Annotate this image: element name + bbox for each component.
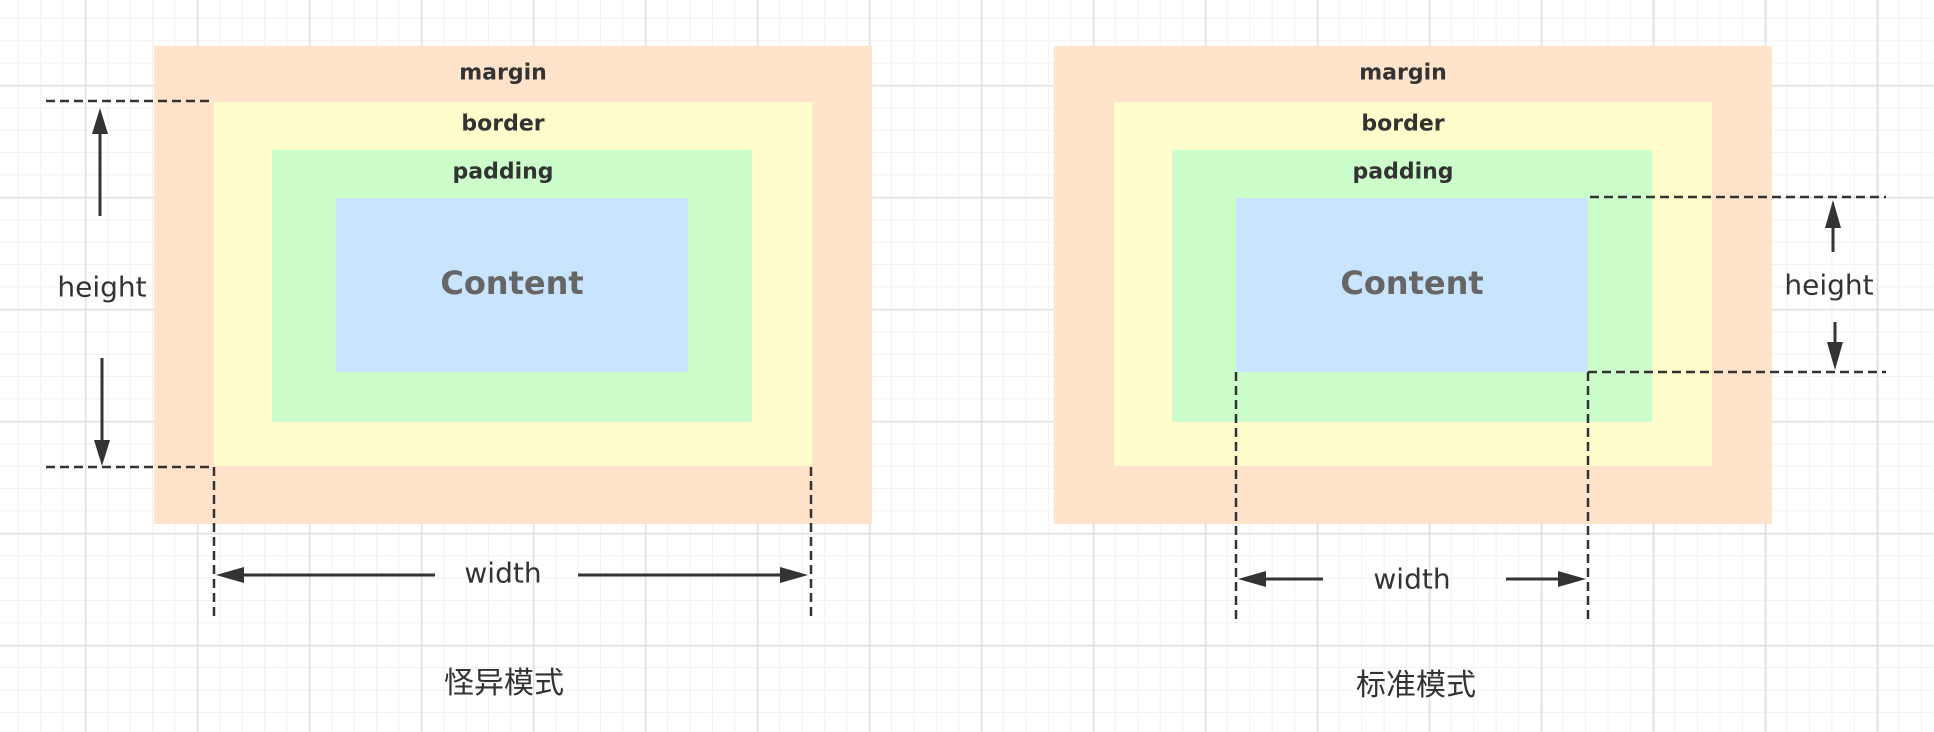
quirks-content-box bbox=[336, 198, 688, 372]
standard-margin-label: margin bbox=[1359, 60, 1447, 86]
quirks-width-arrow-right-head bbox=[780, 567, 808, 583]
quirks-width-arrow-left-head bbox=[216, 567, 244, 583]
standard-height-arrow-down-head bbox=[1827, 342, 1843, 370]
standard-width-arrow-left-head bbox=[1238, 571, 1266, 587]
quirks-border-label: border bbox=[461, 111, 545, 137]
standard-mode-caption: 标准模式 bbox=[1356, 668, 1476, 703]
standard-width-label: width bbox=[1373, 562, 1451, 596]
standard-content-label: Content bbox=[1340, 264, 1484, 302]
standard-height-arrow-up-head bbox=[1825, 200, 1841, 228]
quirks-padding-label: padding bbox=[452, 159, 554, 185]
standard-border-label: border bbox=[1361, 111, 1445, 137]
standard-width-arrow-right-head bbox=[1558, 571, 1586, 587]
standard-content-box bbox=[1236, 198, 1588, 372]
quirks-height-arrow-down-head bbox=[94, 440, 110, 466]
quirks-width-label: width bbox=[464, 556, 542, 590]
quirks-content-label: Content bbox=[440, 264, 584, 302]
quirks-margin-label: margin bbox=[459, 60, 547, 86]
standard-padding-label: padding bbox=[1352, 159, 1454, 185]
quirks-height-arrow-up-head bbox=[92, 108, 108, 134]
standard-height-label: height bbox=[1784, 268, 1874, 302]
quirks-height-label: height bbox=[57, 270, 147, 304]
quirks-mode-caption: 怪异模式 bbox=[444, 666, 564, 701]
